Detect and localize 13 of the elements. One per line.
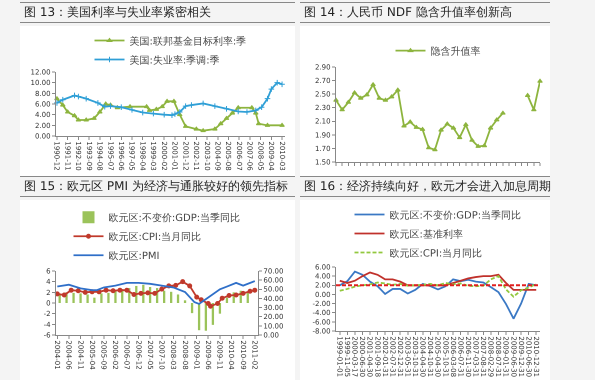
legend-label: 欧元区:PMI <box>108 251 160 262</box>
chart-title: 图 16：经济持续向好，欧元才会进入加息周期 <box>300 176 552 197</box>
legend-label: 欧元区:CPI:当月同比 <box>108 231 202 244</box>
chart-title: 图 13：美国利率与失业率紧密相关 <box>20 2 295 23</box>
legend-label: 欧元区:不变价:GDP:当季同比 <box>390 209 522 222</box>
legend-label: 欧元区:不变价:GDP:当季同比 <box>108 212 240 224</box>
legend-label: 隐含升值率 <box>430 46 480 58</box>
chart-title: 图 15：欧元区 PMI 为经济与通胀较好的领先指标 <box>20 176 295 197</box>
legend-label: 美国:联邦基金目标利率:季 <box>130 35 246 48</box>
chart-title: 图 14：人民币 NDF 隐含升值率创新高 <box>300 2 550 23</box>
legend-label: 欧元区:CPI:当月同比 <box>390 247 482 260</box>
legend-label: 美国:失业率:季调:季 <box>130 54 220 66</box>
legend-label: 欧元区:基准利率 <box>390 228 463 240</box>
